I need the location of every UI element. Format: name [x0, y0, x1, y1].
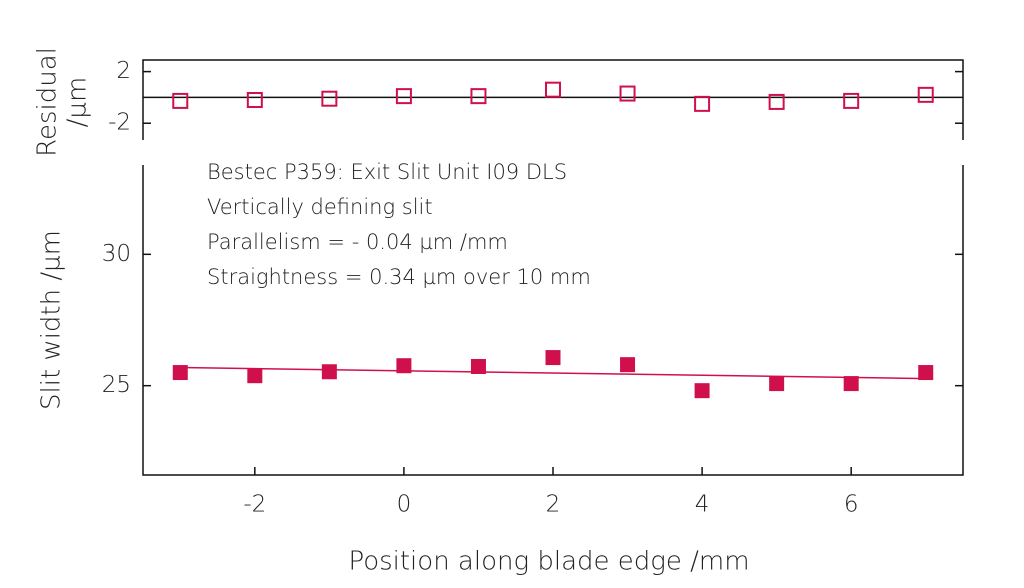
y-axis-label: Residual [33, 47, 63, 157]
annotation: Straightness = 0.34 µm over 10 mm [207, 265, 591, 289]
y-axis-label: Slit width /µm [37, 230, 67, 410]
y-tick-label: 2 [116, 58, 131, 84]
x-axis-label: Position along blade edge /mm [348, 547, 749, 577]
y-axis-label: /µm [63, 77, 93, 128]
data-point [246, 92, 263, 108]
data-point [321, 364, 337, 380]
data-point [694, 383, 710, 399]
annotation: Bestec P359: Exit Slit Unit I09 DLS [207, 160, 567, 184]
data-point [321, 90, 338, 107]
data-point [396, 358, 412, 374]
x-tick-label: 4 [695, 492, 710, 518]
x-tick-label: -2 [243, 492, 266, 518]
y-tick-label: 25 [102, 372, 131, 398]
data-point [769, 376, 785, 392]
y-tick-label: 30 [102, 241, 131, 267]
data-point [395, 88, 412, 105]
data-point [470, 88, 487, 105]
data-point [172, 365, 188, 381]
x-tick-label: 2 [546, 492, 561, 518]
data-point [917, 86, 934, 103]
axis-frame [142, 59, 964, 140]
data-point [172, 92, 189, 109]
x-tick-label: 0 [397, 492, 412, 518]
x-tick-label: 6 [844, 492, 859, 518]
fit-line [180, 366, 926, 380]
data-point [843, 376, 859, 392]
data-point [619, 85, 636, 102]
data-point [247, 368, 263, 384]
data-point [545, 350, 561, 366]
data-point [768, 93, 785, 110]
data-point [918, 365, 934, 381]
data-point [620, 357, 636, 373]
annotation: Vertically defining slit [207, 195, 433, 219]
y-tick-label: -2 [108, 110, 131, 136]
data-point [843, 92, 860, 109]
data-point [470, 359, 486, 374]
annotation: Parallelism = - 0.04 µm /mm [207, 230, 508, 254]
data-point [694, 95, 711, 112]
data-point [545, 81, 561, 98]
